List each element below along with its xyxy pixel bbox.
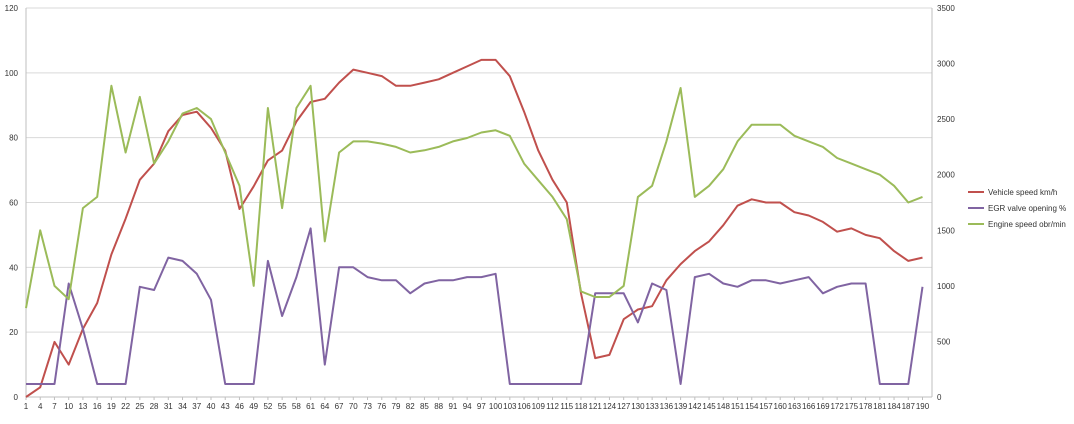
x-tick-label: 154 — [745, 402, 759, 411]
y-left-tick-label: 120 — [5, 4, 19, 13]
x-tick-label: 49 — [249, 402, 258, 411]
x-tick-label: 64 — [320, 402, 329, 411]
legend-label-engine-speed-obr-min: Engine speed obr/min — [988, 220, 1066, 229]
legend: Vehicle speed km/h EGR valve opening % Eng… — [968, 188, 1066, 229]
x-tick-label: 34 — [178, 402, 187, 411]
y-left-tick-label: 0 — [14, 393, 19, 402]
y-left-tick-label: 20 — [9, 328, 18, 337]
x-tick-label: 10 — [64, 402, 73, 411]
tick-labels: 0 20 40 60 80 100 120 0 500 1000 1500 2000 2500 3000 3… — [5, 4, 956, 411]
x-tick-label: 22 — [121, 402, 130, 411]
x-tick-label: 52 — [263, 402, 272, 411]
x-tick-label: 151 — [731, 402, 745, 411]
x-tick-label: 181 — [873, 402, 887, 411]
y-right-tick-label: 2500 — [937, 115, 955, 124]
x-tick-label: 46 — [235, 402, 244, 411]
x-tick-label: 130 — [631, 402, 645, 411]
y-left-tick-label: 60 — [9, 199, 18, 208]
x-tick-label: 28 — [150, 402, 159, 411]
x-tick-label: 115 — [560, 402, 573, 411]
x-tick-label: 163 — [788, 402, 802, 411]
x-tick-label: 55 — [278, 402, 287, 411]
x-tick-label: 184 — [887, 402, 901, 411]
series-line-egr-valve-opening — [26, 227, 924, 385]
x-tick-label: 178 — [859, 402, 873, 411]
legend-label-egr-valve-opening: EGR valve opening % — [988, 204, 1066, 213]
x-tick-label: 88 — [434, 402, 443, 411]
x-tick-label: 73 — [363, 402, 372, 411]
x-tick-label: 175 — [845, 402, 859, 411]
x-tick-label: 127 — [617, 402, 631, 411]
x-tick-label: 4 — [38, 402, 43, 411]
x-tick-label: 100 — [489, 402, 503, 411]
x-tick-label: 166 — [802, 402, 816, 411]
x-tick-label: 40 — [207, 402, 216, 411]
x-tick-label: 109 — [532, 402, 546, 411]
x-tick-label: 25 — [135, 402, 144, 411]
x-tick-label: 169 — [816, 402, 830, 411]
x-tick-label: 85 — [420, 402, 429, 411]
x-tick-label: 91 — [448, 402, 457, 411]
x-tick-label: 16 — [93, 402, 102, 411]
x-tick-label: 70 — [349, 402, 358, 411]
x-tick-label: 67 — [335, 402, 344, 411]
y-left-tick-label: 80 — [9, 134, 18, 143]
legend-label-vehicle-speed-km-h: Vehicle speed km/h — [988, 188, 1057, 197]
x-tick-label: 13 — [78, 402, 87, 411]
x-tick-label: 76 — [377, 402, 386, 411]
x-tick-label: 19 — [107, 402, 116, 411]
y-right-tick-label: 1000 — [937, 282, 955, 291]
x-tick-label: 1 — [24, 402, 29, 411]
x-tick-label: 94 — [463, 402, 472, 411]
y-left-tick-label: 100 — [5, 69, 19, 78]
x-tick-label: 190 — [916, 402, 930, 411]
x-tick-label: 157 — [759, 402, 773, 411]
x-tick-label: 112 — [546, 402, 559, 411]
x-tick-label: 106 — [517, 402, 531, 411]
y-right-tick-label: 3500 — [937, 4, 955, 13]
x-tick-label: 31 — [164, 402, 173, 411]
x-tick-label: 118 — [575, 402, 588, 411]
y-right-tick-label: 3000 — [937, 60, 955, 69]
x-tick-label: 97 — [477, 402, 486, 411]
y-left-tick-label: 40 — [9, 263, 18, 272]
x-tick-label: 160 — [774, 402, 788, 411]
x-tick-label: 7 — [52, 402, 57, 411]
x-tick-label: 37 — [192, 402, 201, 411]
series-lines — [25, 58, 924, 398]
x-tick-label: 103 — [503, 402, 517, 411]
x-tick-label: 172 — [830, 402, 844, 411]
axes — [25, 8, 933, 400]
x-tick-label: 142 — [688, 402, 702, 411]
x-tick-label: 43 — [221, 402, 230, 411]
y-right-tick-label: 2000 — [937, 171, 955, 180]
x-tick-label: 148 — [717, 402, 731, 411]
x-tick-label: 79 — [392, 402, 401, 411]
x-tick-label: 133 — [645, 402, 659, 411]
y-right-tick-label: 1500 — [937, 226, 955, 235]
x-tick-label: 124 — [603, 402, 617, 411]
y-right-tick-label: 0 — [937, 393, 942, 402]
x-tick-label: 139 — [674, 402, 688, 411]
series-line-vehicle-speed-km-h — [25, 58, 923, 398]
x-tick-label: 136 — [660, 402, 674, 411]
x-tick-label: 82 — [406, 402, 415, 411]
series-line-engine-speed-obr-min — [25, 84, 923, 309]
x-tick-label: 187 — [902, 402, 916, 411]
x-tick-label: 121 — [589, 402, 603, 411]
x-tick-label: 61 — [306, 402, 315, 411]
x-tick-label: 58 — [292, 402, 301, 411]
y-right-tick-label: 500 — [937, 337, 951, 346]
x-tick-label: 145 — [702, 402, 716, 411]
